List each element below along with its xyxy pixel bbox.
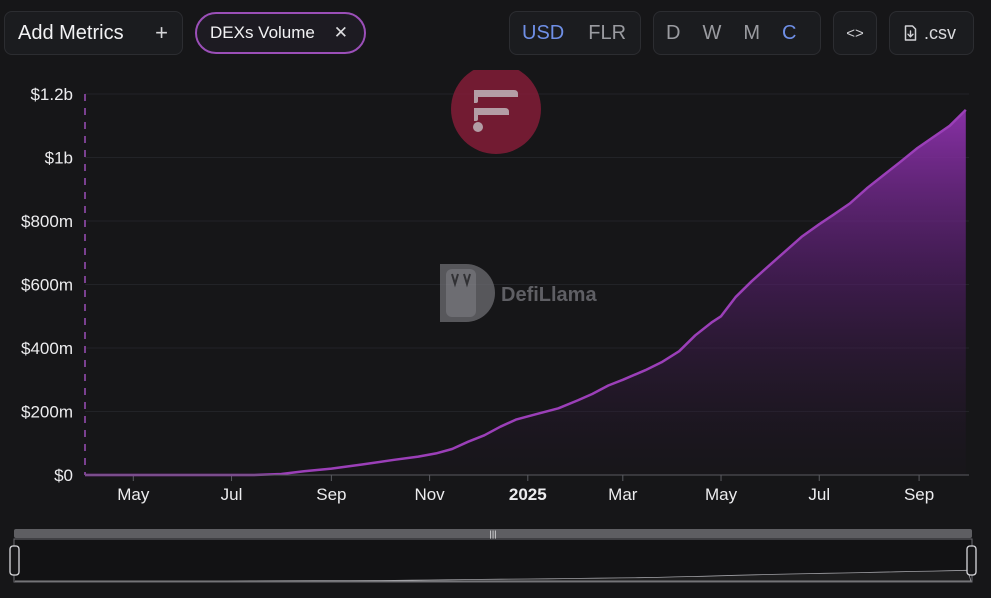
x-tick-label: Jul xyxy=(808,485,830,504)
series-line xyxy=(85,109,967,477)
watermark-text: DefiLlama xyxy=(501,284,597,306)
x-tick-label: May xyxy=(117,485,150,504)
csv-download-button[interactable]: .csv xyxy=(889,11,974,55)
csv-label: .csv xyxy=(924,22,957,43)
y-tick-label: $800m xyxy=(21,212,73,231)
period-option-w[interactable]: W xyxy=(702,21,722,44)
y-tick-label: $400m xyxy=(21,339,73,358)
x-tick-label: Sep xyxy=(904,485,934,504)
x-axis: May Jul Sep Nov 2025 Mar May Jul Sep xyxy=(117,475,934,504)
metric-chip-dexs-volume[interactable]: DEXs Volume ✕ xyxy=(195,12,366,54)
plus-icon: + xyxy=(155,20,168,45)
close-icon[interactable]: ✕ xyxy=(333,23,348,42)
x-tick-label: 2025 xyxy=(509,485,547,504)
slider-preview xyxy=(15,569,972,582)
x-tick-label: May xyxy=(705,485,738,504)
y-axis: $0 $200m $400m $600m $800m $1b $1.2b xyxy=(21,85,73,485)
slider-right-handle[interactable] xyxy=(966,545,977,576)
period-toggle: D W M C xyxy=(653,11,821,55)
x-tick-label: Nov xyxy=(414,485,445,504)
period-option-d[interactable]: D xyxy=(666,21,681,44)
y-tick-label: $1b xyxy=(45,149,73,168)
slider-drag-handle[interactable]: ||| xyxy=(489,529,496,539)
y-tick-label: $1.2b xyxy=(30,85,73,104)
currency-option-flr[interactable]: FLR xyxy=(588,21,627,44)
slider-track[interactable] xyxy=(14,529,972,538)
download-file-icon xyxy=(904,25,917,41)
currency-option-usd[interactable]: USD xyxy=(522,21,565,44)
metric-chip-label: DEXs Volume xyxy=(210,23,315,42)
slider-left-handle[interactable] xyxy=(9,545,20,576)
currency-toggle: USD FLR xyxy=(509,11,641,55)
flare-logo xyxy=(451,70,541,154)
y-tick-label: $0 xyxy=(54,466,73,485)
embed-button[interactable]: <> xyxy=(833,11,877,55)
data-zoom-slider[interactable]: ||| xyxy=(0,525,991,587)
code-icon: <> xyxy=(846,24,864,42)
chart: $0 $200m $400m $600m $800m $1b $1.2b May Jul Sep… xyxy=(21,70,969,504)
x-tick-label: Jul xyxy=(221,485,243,504)
slider-window[interactable] xyxy=(13,538,973,583)
period-option-c[interactable]: C xyxy=(782,21,797,44)
y-tick-label: $200m xyxy=(21,403,73,422)
add-metrics-button[interactable]: Add Metrics + xyxy=(4,11,183,55)
series-area xyxy=(85,109,966,476)
defillama-watermark: DefiLlama xyxy=(440,264,597,322)
add-metrics-label: Add Metrics xyxy=(18,21,124,44)
x-tick-label: Mar xyxy=(608,485,638,504)
llama-logo-icon xyxy=(440,264,495,322)
x-tick-label: Sep xyxy=(316,485,346,504)
period-option-m[interactable]: M xyxy=(743,21,761,44)
y-tick-label: $600m xyxy=(21,276,73,295)
